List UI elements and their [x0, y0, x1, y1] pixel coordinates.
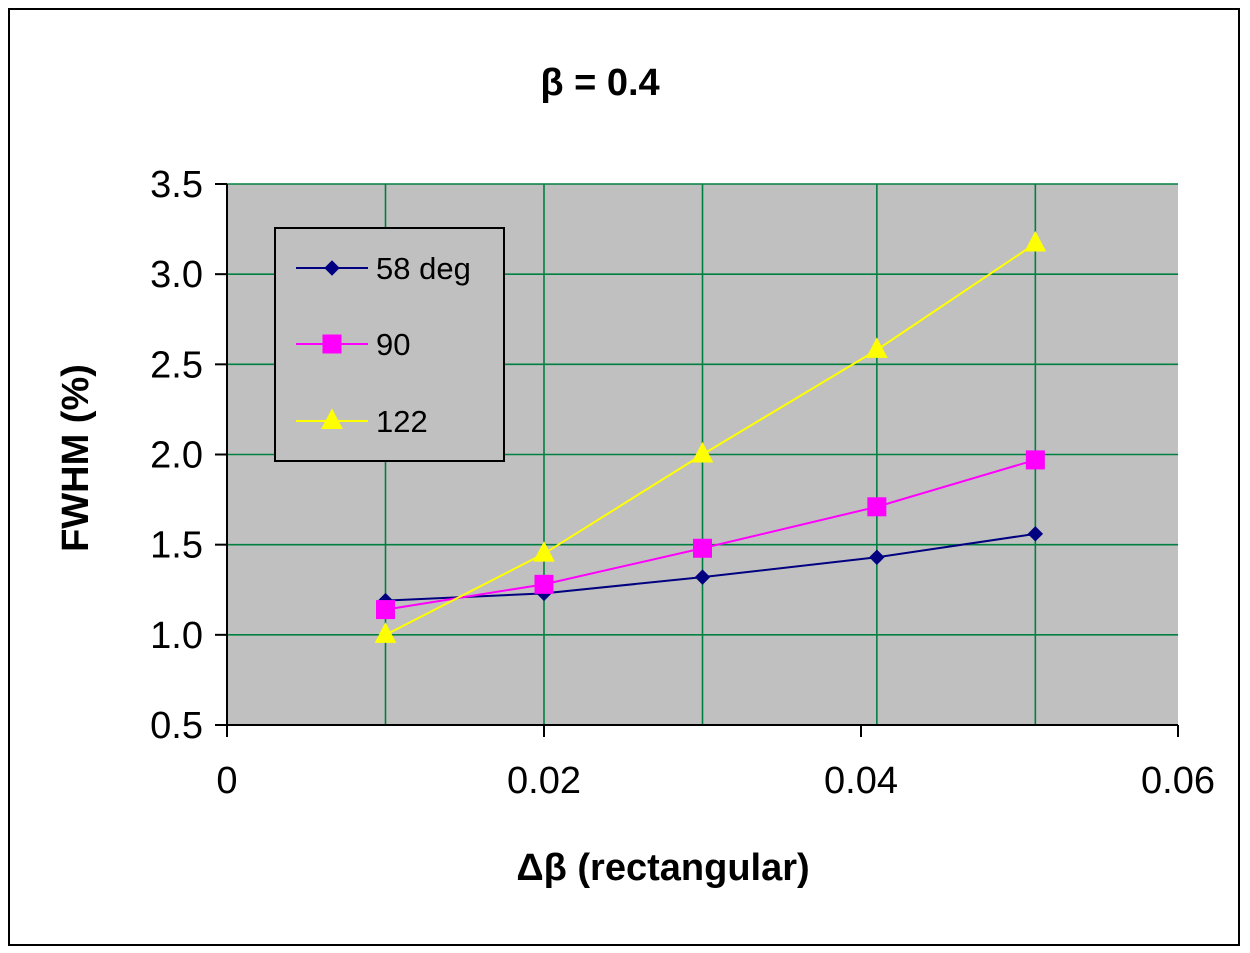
data-point — [694, 569, 711, 585]
data-point — [866, 337, 888, 358]
chart-title: β = 0.4 — [540, 62, 659, 104]
legend-label-1: 90 — [376, 327, 410, 362]
data-point — [534, 574, 554, 594]
plot-area: 0.5 1.0 1.5 2.0 2.5 3.0 3.5 0 0.02 0.04 0.06 58 deg… — [150, 164, 1215, 802]
data-point — [1025, 450, 1045, 470]
y-tick-label: 3.5 — [150, 164, 203, 206]
data-point — [869, 549, 885, 565]
x-axis-title: Δβ (rectangular) — [516, 847, 809, 889]
data-point — [374, 622, 397, 643]
legend-marker-2 — [321, 408, 343, 429]
legend-label-2: 122 — [376, 404, 428, 439]
data-point — [867, 497, 887, 517]
y-tick-label: 1.0 — [150, 615, 203, 657]
y-tick-label: 2.5 — [150, 344, 203, 386]
y-tick-label: 1.5 — [150, 525, 203, 567]
y-tick-label: 0.5 — [150, 705, 203, 747]
x-tick-label: 0.04 — [824, 760, 898, 802]
data-point — [1027, 526, 1044, 542]
legend-marker-1 — [322, 334, 342, 354]
y-axis-title: FWHM (%) — [55, 364, 97, 552]
data-point — [376, 600, 395, 620]
legend-marker-0 — [324, 260, 340, 276]
x-tick-label: 0 — [216, 760, 237, 802]
data-point — [533, 541, 555, 562]
data-point — [693, 538, 712, 558]
x-tick-label: 0.02 — [507, 760, 581, 802]
y-tick-label: 2.0 — [150, 435, 203, 477]
y-tick-label: 3.0 — [150, 254, 203, 296]
legend-label-0: 58 deg — [376, 251, 471, 286]
data-point — [691, 441, 714, 463]
x-tick-label: 0.06 — [1141, 760, 1215, 802]
data-point — [1024, 230, 1047, 252]
